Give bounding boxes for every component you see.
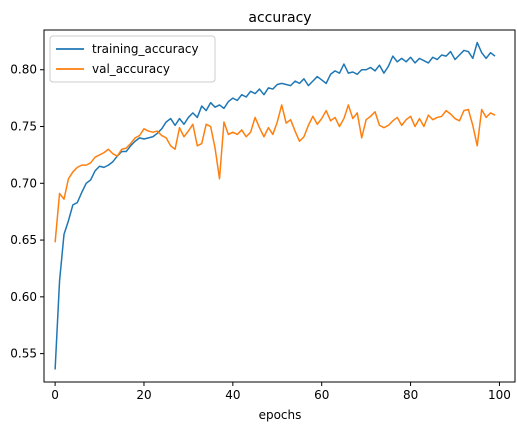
y-tick-label: 0.60 [10, 290, 37, 304]
y-tick-label: 0.80 [10, 63, 37, 77]
plot-frame [43, 29, 516, 383]
x-tick-label: 20 [136, 388, 151, 402]
legend-label: val_accuracy [92, 62, 170, 76]
y-tick-label: 0.70 [10, 176, 37, 190]
plot-lines [54, 41, 496, 370]
legend-box [49, 35, 216, 83]
series-line-training-accuracy [54, 41, 496, 370]
y-tick-label: 0.65 [10, 233, 37, 247]
x-tick-label: 80 [403, 388, 418, 402]
chart-title: accuracy [248, 10, 311, 26]
x-axis-label: epochs [259, 408, 302, 422]
legend: training_accuracy val_accuracy [49, 35, 216, 83]
x-tick-label: 100 [488, 388, 511, 402]
legend-label: training_accuracy [92, 42, 199, 56]
x-tick-label: 60 [314, 388, 329, 402]
y-tick-label: 0.55 [10, 347, 37, 361]
x-tick-label: 0 [51, 388, 59, 402]
x-tick-label: 40 [225, 388, 240, 402]
axes: 0 20 40 60 80 100 0.55 0.60 0.65 0.70 0.75 0.80 [10, 29, 516, 402]
series-line-val-accuracy [54, 104, 496, 243]
y-tick-label: 0.75 [10, 120, 37, 134]
